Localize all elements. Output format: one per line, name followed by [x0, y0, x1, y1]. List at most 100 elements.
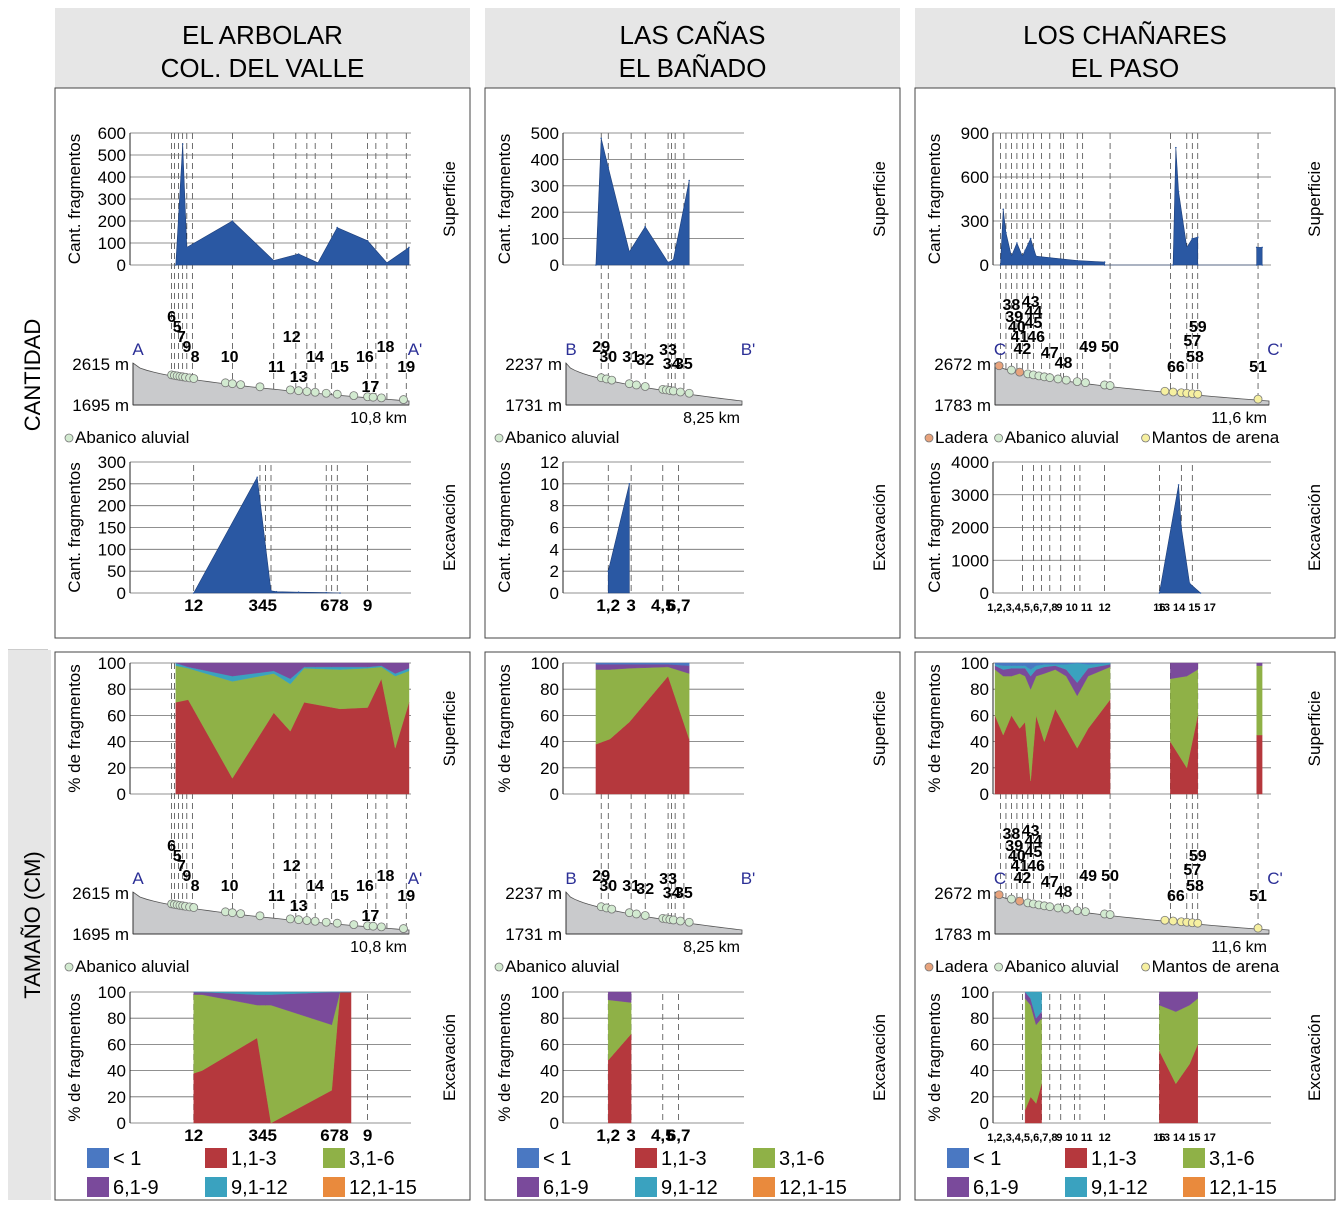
y-tick-label: 300 — [531, 177, 559, 196]
legend-dot — [924, 433, 934, 443]
row-label-cantidad: CANTIDAD — [20, 319, 45, 431]
count-point — [628, 251, 631, 253]
y-tick-label: 250 — [98, 475, 126, 494]
column-title-line2: EL PASO — [1071, 53, 1179, 83]
excavation-site-label: 1,2,3,4,5,6,7,8 — [987, 1132, 1057, 1144]
column-header — [55, 8, 470, 88]
y-tick-label: 100 — [961, 654, 989, 673]
site-number: 34 — [663, 356, 681, 373]
bottom-elevation: 1731 m — [505, 925, 562, 944]
top-elevation: 2615 m — [72, 884, 129, 903]
y-axis-title: Cant. fragmentos — [495, 462, 514, 592]
y-tick-label: 0 — [117, 1114, 126, 1133]
size-legend-swatch — [947, 1177, 969, 1197]
site-dot — [189, 903, 199, 912]
site-number: 15 — [331, 359, 349, 376]
count-area — [193, 476, 341, 594]
y-tick-label: 0 — [980, 1114, 989, 1133]
site-number: 43 — [1022, 823, 1040, 840]
site-number: 31 — [622, 349, 640, 366]
y-tick-label: 20 — [970, 759, 989, 778]
legend-dot — [924, 962, 934, 972]
size-legend-label: 12,1-15 — [779, 1177, 847, 1199]
count-point — [1172, 264, 1174, 266]
site-number: 38 — [1003, 826, 1021, 843]
y-tick-label: 900 — [961, 124, 989, 143]
y-tick-label: 60 — [970, 706, 989, 725]
site-number: 41 — [1011, 858, 1029, 875]
transect-length: 11,6 km — [1211, 410, 1267, 427]
site-dot — [684, 388, 694, 398]
site-dot — [1007, 894, 1016, 904]
site-dot — [684, 917, 694, 927]
top-elevation: 2672 m — [934, 355, 991, 374]
size-legend-label: 3,1-6 — [779, 1148, 825, 1170]
count-point — [1049, 256, 1051, 259]
y-tick-label: 60 — [540, 706, 559, 725]
count-point — [1021, 255, 1024, 257]
site-dot — [310, 387, 320, 397]
site-dot — [255, 911, 265, 921]
y-tick-label: 6 — [550, 519, 559, 538]
site-number: 30 — [599, 349, 617, 366]
legend-dot — [994, 962, 1003, 972]
panel-label: Superficie — [870, 691, 889, 767]
site-number: 6 — [167, 309, 176, 326]
transect-end: A' — [408, 869, 423, 888]
column-title-line1: LOS CHAÑARES — [1023, 20, 1227, 50]
site-dot — [227, 379, 237, 389]
size-legend-label: < 1 — [113, 1148, 141, 1170]
site-number: 45 — [1024, 315, 1042, 332]
bottom-elevation: 1695 m — [72, 925, 129, 944]
panel-label: Superficie — [440, 691, 459, 767]
site-number: 8 — [191, 878, 200, 895]
site-dot — [1045, 373, 1055, 383]
size-legend-swatch — [635, 1177, 657, 1197]
size-legend-swatch — [87, 1177, 109, 1197]
y-tick-label: 40 — [540, 1062, 559, 1081]
y-tick-label: 80 — [540, 680, 559, 699]
site-number: 32 — [636, 352, 654, 369]
site-number: 7 — [177, 858, 186, 875]
site-number: 15 — [331, 888, 349, 905]
site-dot — [285, 914, 295, 924]
panel-label: Superficie — [1305, 691, 1324, 767]
y-tick-label: 80 — [107, 680, 126, 699]
excavation-site-label: 12 — [1098, 602, 1110, 614]
site-number: 13 — [290, 898, 308, 915]
site-number: 12 — [283, 329, 301, 346]
excavation-site-label: 12 — [184, 1126, 203, 1145]
site-dot — [624, 379, 634, 389]
size-legend-swatch — [517, 1148, 539, 1168]
legend-label: Abanico aluvial — [1005, 957, 1119, 976]
y-tick-label: 100 — [98, 654, 126, 673]
y-axis-title: Cant. fragmentos — [65, 134, 84, 264]
size-legend-label: 9,1-12 — [1091, 1177, 1148, 1199]
legend-dot — [994, 433, 1003, 443]
row-label-band — [8, 650, 51, 1200]
cantidad-box — [54, 87, 471, 639]
stack-band — [1159, 991, 1198, 1012]
excavation-site-label: 3 — [626, 596, 635, 615]
y-tick-label: 40 — [970, 1062, 989, 1081]
transect-end: C' — [1267, 869, 1283, 888]
y-tick-label: 0 — [550, 584, 559, 603]
excavation-site-label: 345 — [249, 596, 277, 615]
y-axis-title: % de fragmentos — [65, 664, 84, 793]
y-tick-label: 0 — [980, 584, 989, 603]
size-legend-label: < 1 — [973, 1148, 1001, 1170]
count-point — [1175, 146, 1177, 149]
site-number: 45 — [1024, 844, 1042, 861]
panel-label: Excavación — [440, 484, 459, 571]
size-legend-label: 1,1-3 — [1091, 1148, 1137, 1170]
excavation-site-label: 12 — [1098, 1132, 1110, 1144]
size-legend-swatch — [635, 1148, 657, 1168]
count-point — [1180, 526, 1183, 529]
site-dot — [399, 395, 408, 404]
transect-length: 8,25 km — [683, 939, 740, 956]
excavation-site-label: 3 — [626, 1126, 635, 1145]
y-tick-label: 600 — [961, 168, 989, 187]
size-legend-swatch — [205, 1148, 227, 1168]
excavation-site-label: 1,2 — [596, 1126, 620, 1145]
